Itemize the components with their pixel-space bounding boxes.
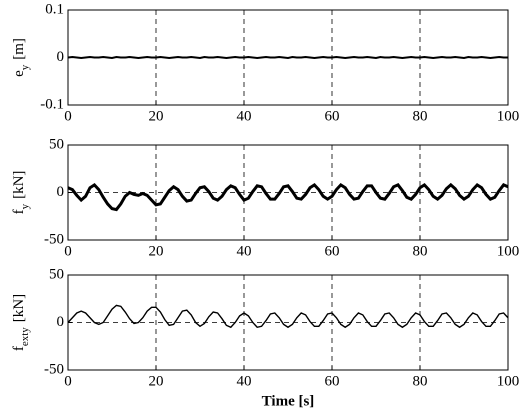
x-tick-label: 80 xyxy=(413,243,428,259)
y-axis-label-part: f xyxy=(11,346,27,351)
y-tick-label: -0.1 xyxy=(40,96,64,112)
y-tick-label: 50 xyxy=(49,266,64,282)
x-tick-label: 40 xyxy=(237,108,252,124)
y-tick-label: 0 xyxy=(57,49,65,65)
y-tick-label: 50 xyxy=(49,136,64,152)
y-tick-label: 0 xyxy=(57,314,65,330)
data-line xyxy=(67,182,509,212)
x-tick-label: 60 xyxy=(325,243,340,259)
y-axis-label: fy [kN] xyxy=(11,171,30,215)
y-axis-label: fexty [kN] xyxy=(11,294,30,351)
x-tick-label: 60 xyxy=(325,108,340,124)
y-axis-label-part: f xyxy=(11,209,27,214)
x-tick-label: 80 xyxy=(413,373,428,389)
x-tick-label: 80 xyxy=(413,108,428,124)
axes-box xyxy=(67,9,509,106)
y-tick-label: -50 xyxy=(44,231,64,247)
x-tick-label: 100 xyxy=(497,373,520,389)
data-line xyxy=(67,304,509,329)
y-tick-label: 0.1 xyxy=(45,1,64,17)
x-tick-label: 40 xyxy=(237,243,252,259)
x-tick-label: 0 xyxy=(64,243,72,259)
x-tick-label: 20 xyxy=(149,373,164,389)
y-axis-label-part: y xyxy=(19,203,31,209)
x-tick-label: 0 xyxy=(64,108,72,124)
y-tick-label: 0 xyxy=(57,184,65,200)
x-tick-label: 20 xyxy=(149,108,164,124)
y-axis-label-part: y xyxy=(19,64,31,70)
y-axis-label-part: [kN] xyxy=(11,294,27,322)
y-axis-label-part: [m] xyxy=(11,38,27,60)
y-axis-label: ey [m] xyxy=(11,38,30,77)
x-tick-label: 100 xyxy=(497,108,520,124)
axes-box xyxy=(67,274,509,371)
x-tick-label: 100 xyxy=(497,243,520,259)
x-tick-label: 0 xyxy=(64,373,72,389)
y-axis-label-part: exty xyxy=(19,327,31,346)
y-axis-label-part: e xyxy=(11,70,27,77)
x-tick-label: 60 xyxy=(325,373,340,389)
y-tick-label: -50 xyxy=(44,361,64,377)
x-tick-label: 20 xyxy=(149,243,164,259)
x-tick-label: 40 xyxy=(237,373,252,389)
y-axis-label-part: [kN] xyxy=(11,171,27,199)
axes-box xyxy=(67,144,509,241)
x-axis-label: Time [s] xyxy=(262,393,315,409)
data-line xyxy=(67,56,508,59)
